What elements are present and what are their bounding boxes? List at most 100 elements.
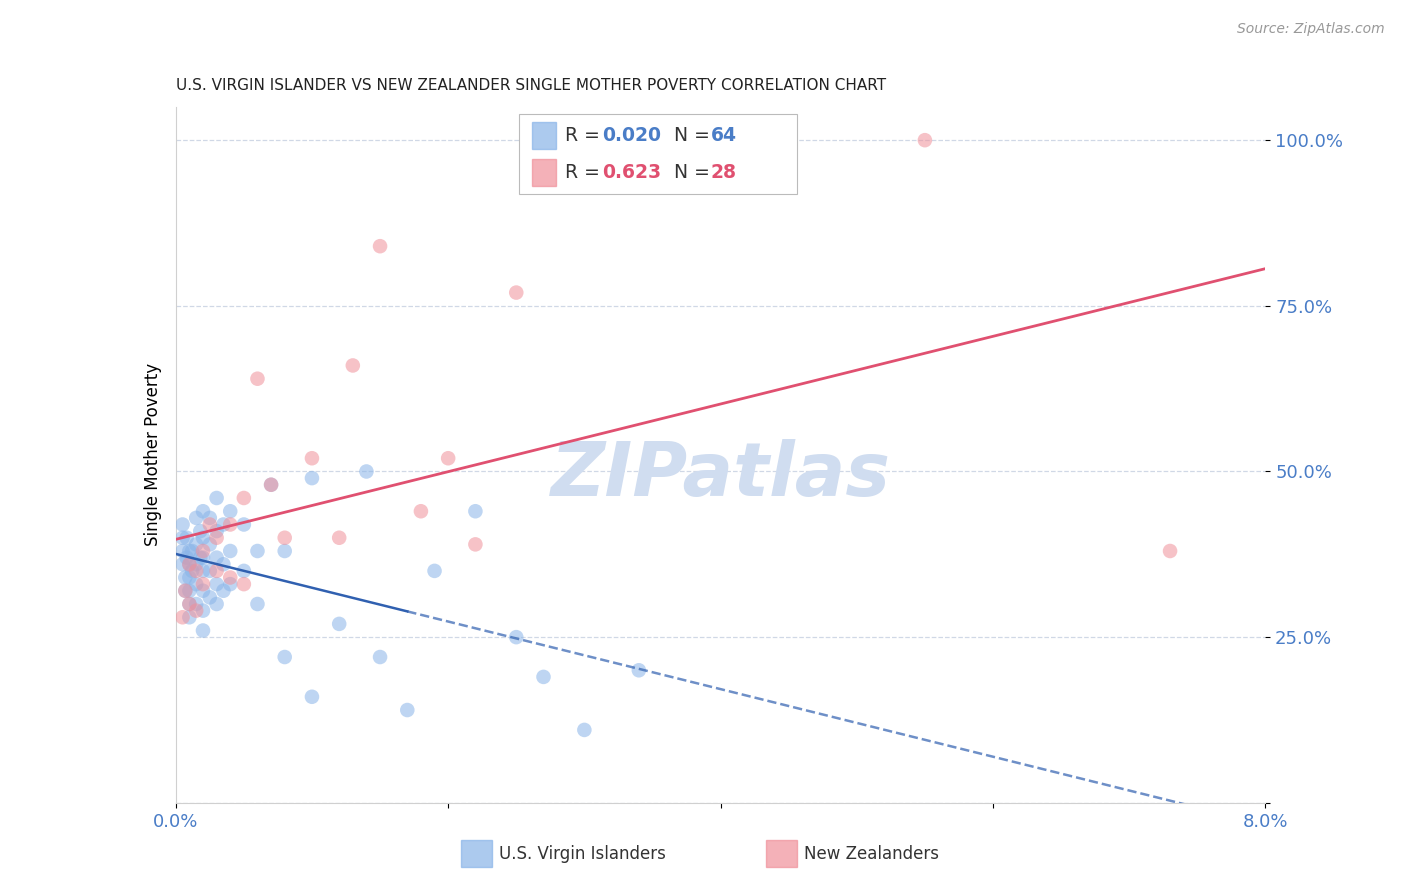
Point: [172, 531, 194, 545]
Point: [186, 537, 208, 551]
Point: [219, 544, 242, 558]
Text: ZIPatlas: ZIPatlas: [551, 439, 890, 512]
Point: [212, 558, 235, 572]
Text: 64: 64: [711, 126, 737, 145]
Point: [368, 239, 391, 253]
Point: [274, 544, 297, 558]
Bar: [531, 122, 555, 149]
Point: [464, 537, 486, 551]
Point: [179, 597, 201, 611]
Point: [205, 524, 228, 538]
Point: [205, 550, 228, 565]
Point: [232, 517, 254, 532]
Point: [191, 577, 214, 591]
Point: [176, 550, 198, 565]
Point: [464, 504, 486, 518]
Point: [274, 650, 297, 665]
Point: [437, 451, 460, 466]
Bar: [531, 159, 555, 186]
Point: [505, 285, 527, 300]
Point: [191, 550, 214, 565]
Point: [205, 531, 228, 545]
Point: [232, 491, 254, 505]
Point: [328, 616, 350, 631]
Point: [191, 564, 214, 578]
Text: N =: N =: [673, 163, 716, 182]
Point: [246, 597, 269, 611]
Text: U.S. Virgin Islanders: U.S. Virgin Islanders: [499, 845, 666, 863]
Point: [191, 544, 214, 558]
Point: [914, 133, 936, 147]
Point: [174, 570, 197, 584]
Text: N =: N =: [673, 126, 716, 145]
Point: [574, 723, 596, 737]
Point: [301, 451, 323, 466]
Text: R =: R =: [565, 126, 606, 145]
Point: [179, 597, 201, 611]
Point: [174, 583, 197, 598]
Point: [301, 690, 323, 704]
Point: [246, 544, 269, 558]
Point: [205, 491, 228, 505]
Point: [219, 570, 242, 584]
Text: 0.623: 0.623: [602, 163, 661, 182]
Point: [179, 583, 201, 598]
Point: [198, 537, 221, 551]
Text: 0.020: 0.020: [602, 126, 661, 145]
Point: [205, 597, 228, 611]
Point: [191, 624, 214, 638]
Point: [219, 517, 242, 532]
Point: [198, 517, 221, 532]
Point: [219, 577, 242, 591]
Point: [186, 604, 208, 618]
Point: [368, 650, 391, 665]
Point: [246, 372, 269, 386]
Point: [179, 558, 201, 572]
Text: Source: ZipAtlas.com: Source: ZipAtlas.com: [1237, 22, 1385, 37]
Point: [172, 544, 194, 558]
Point: [191, 583, 214, 598]
Point: [232, 564, 254, 578]
Point: [186, 577, 208, 591]
Point: [186, 558, 208, 572]
Point: [186, 511, 208, 525]
Point: [191, 604, 214, 618]
Text: U.S. VIRGIN ISLANDER VS NEW ZEALANDER SINGLE MOTHER POVERTY CORRELATION CHART: U.S. VIRGIN ISLANDER VS NEW ZEALANDER SI…: [176, 78, 886, 94]
Point: [274, 531, 297, 545]
Point: [505, 630, 527, 644]
Point: [172, 517, 194, 532]
Point: [212, 583, 235, 598]
Point: [172, 610, 194, 624]
Text: New Zealanders: New Zealanders: [804, 845, 939, 863]
Point: [176, 531, 198, 545]
Text: 28: 28: [711, 163, 737, 182]
Point: [260, 477, 283, 491]
Point: [1159, 544, 1181, 558]
Point: [533, 670, 555, 684]
Point: [179, 610, 201, 624]
Point: [260, 477, 283, 491]
Point: [186, 564, 208, 578]
Point: [179, 558, 201, 572]
Point: [179, 570, 201, 584]
Y-axis label: Single Mother Poverty: Single Mother Poverty: [143, 363, 162, 547]
Point: [409, 504, 432, 518]
Point: [219, 504, 242, 518]
Point: [188, 550, 211, 565]
Point: [423, 564, 446, 578]
Point: [301, 471, 323, 485]
Point: [198, 591, 221, 605]
Point: [212, 517, 235, 532]
Point: [181, 564, 204, 578]
Point: [205, 564, 228, 578]
Text: R =: R =: [565, 163, 606, 182]
Point: [396, 703, 419, 717]
Point: [198, 511, 221, 525]
Point: [191, 504, 214, 518]
Point: [328, 531, 350, 545]
Point: [627, 663, 650, 677]
Point: [188, 524, 211, 538]
Point: [191, 531, 214, 545]
Point: [179, 544, 201, 558]
Point: [342, 359, 364, 373]
